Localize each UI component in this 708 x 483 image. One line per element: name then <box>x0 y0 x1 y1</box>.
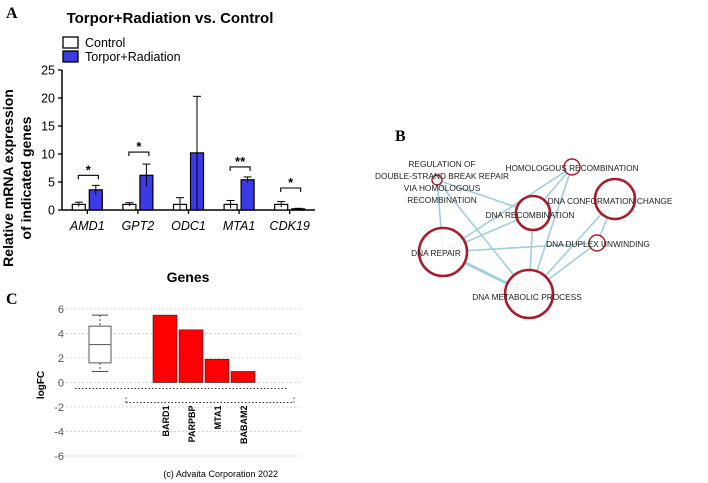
y-tick-label: 10 <box>41 148 55 162</box>
logfc-bar-bard1 <box>152 314 178 383</box>
y-tick-label: 20 <box>41 92 55 106</box>
network-node-label-line: VIA HOMOLOGOUS <box>404 183 481 193</box>
network-edge <box>442 166 573 253</box>
network-node-label: DNA DUPLEX UNWINDING <box>546 239 650 249</box>
network-node-label: DNA RECOMBINATION <box>486 210 575 220</box>
legend-swatch-torpor <box>62 50 79 63</box>
logfc-tick-label: 6 <box>58 304 64 316</box>
x-tick-label: ODC1 <box>171 219 206 233</box>
logfc-gene-label: BARD1 <box>161 406 171 437</box>
network-node-label: DNA REPAIR <box>411 248 461 258</box>
x-tick-label: AMD1 <box>69 219 105 233</box>
legend-label-torpor: Torpor+Radiation <box>85 50 181 64</box>
network-node-label-line: RECOMBINATION <box>407 195 476 205</box>
x-tick-label: MTA1 <box>223 219 255 233</box>
network-node-label: DNA METABOLIC PROCESS <box>472 292 582 302</box>
logfc-tick-label: 0 <box>58 378 64 390</box>
y-axis-label-line-2: of indicated genes <box>18 116 34 239</box>
panel-b-label: B <box>395 128 406 145</box>
y-tick-label: 0 <box>48 204 55 218</box>
significance-bracket <box>280 187 302 192</box>
logfc-tick-label: 4 <box>58 329 64 341</box>
logfc-gene-label: PARPBP <box>187 406 197 443</box>
plot-c: 6 4 2 0 -2 -4 -6 BARD1 PARPBP MTA1 BABAM2 <box>54 304 300 463</box>
network-node-dna-recombination <box>514 194 552 232</box>
copyright-footer: (c) Advaita Corporation 2022 <box>163 469 278 479</box>
logfc-axis-label: logFC <box>36 371 47 399</box>
significance-marker: * <box>288 175 294 190</box>
significance-marker: * <box>136 139 142 154</box>
network-node-label-line: REGULATION OF <box>408 159 475 169</box>
panel-c-label: C <box>6 291 18 308</box>
chart-a-title: Torpor+Radiation vs. Control <box>67 10 274 27</box>
network-node-label: HOMOLOGOUS RECOMBINATION <box>505 163 638 173</box>
network-node-dna-duplex <box>588 234 606 252</box>
panel-a-label: A <box>6 5 18 22</box>
logfc-tick-label: -2 <box>54 402 64 414</box>
network-edge <box>442 242 598 253</box>
panel-a: A Torpor+Radiation vs. Control Control T… <box>0 5 315 285</box>
x-tick-label: GPT2 <box>122 219 155 233</box>
significance-marker: ** <box>235 154 246 169</box>
network-node-regulation <box>431 174 443 186</box>
y-axis-label-line-1: Relative mRNA expression <box>0 89 16 267</box>
legend-swatch-control <box>62 36 79 49</box>
logfc-bar-parpbp <box>178 329 204 383</box>
logfc-bar-babam2 <box>230 371 256 383</box>
plot-a: 0 5 10 15 20 25 AMD1 * GPT2 * ODC1 MTA1 ** CDK19 * <box>41 64 315 233</box>
significance-marker: * <box>86 162 92 177</box>
significance-bracket <box>77 174 99 180</box>
network-labels: HOMOLOGOUS RECOMBINATION REGULATION OF DOU… <box>375 159 673 302</box>
y-tick-label: 5 <box>48 176 55 190</box>
bar-torpor <box>240 179 255 211</box>
network-node-homologous <box>563 158 581 176</box>
gene-bracket <box>125 396 295 403</box>
logfc-gene-label: BABAM2 <box>239 406 249 445</box>
network-nodes <box>417 158 637 320</box>
panel-b: B HOMOLOGOUS RECOMBINATION REGULATION OF D… <box>375 128 673 320</box>
legend-label-control: Control <box>85 36 125 50</box>
y-tick-label: 25 <box>41 64 55 78</box>
x-tick-label: CDK19 <box>270 219 310 233</box>
network-node-label: DNA CONFORMATION CHANGE <box>548 196 673 206</box>
network-node-dna-repair <box>417 226 469 278</box>
logfc-tick-label: 2 <box>58 353 64 365</box>
logfc-tick-label: -4 <box>54 427 64 439</box>
network-node-label-line: DOUBLE-STRAND BREAK REPAIR <box>375 171 509 181</box>
x-axis-label: Genes <box>167 269 210 285</box>
network-node-dna-conformation <box>593 177 637 221</box>
logfc-bar-mta1 <box>204 358 230 383</box>
logfc-tick-label: -6 <box>54 451 64 463</box>
significance-bracket <box>128 151 150 157</box>
logfc-gene-label: MTA1 <box>213 406 223 430</box>
network-node-dna-metabolic <box>503 268 555 320</box>
significance-bracket <box>229 166 251 171</box>
y-tick-label: 15 <box>41 120 55 134</box>
